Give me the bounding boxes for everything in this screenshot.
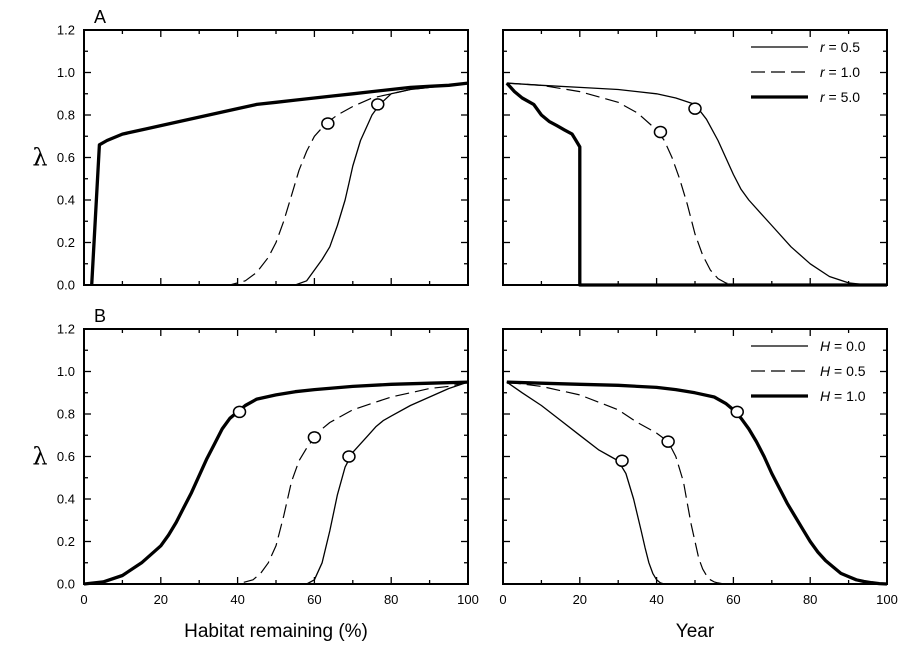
data-marker [232, 405, 247, 419]
legend-value: = 1.0 [825, 64, 861, 80]
legend-label: r = 5.0 [820, 89, 860, 105]
x-tick-label: 40 [649, 592, 663, 607]
series-line-thin [84, 381, 468, 585]
y-tick-label: 1.0 [57, 65, 75, 80]
x-axis-label: Year [676, 621, 715, 642]
data-marker [615, 454, 629, 467]
legend: r = 0.5r = 1.0r = 5.0 [751, 39, 860, 105]
x-tick-label: 0 [499, 592, 506, 607]
y-tick-label: 0.8 [57, 407, 75, 422]
y-tick-label: 0.6 [57, 449, 75, 464]
legend-value: = 0.0 [830, 338, 866, 354]
x-tick-label: 60 [726, 592, 740, 607]
y-axis-label: λ [32, 144, 47, 172]
data-marker [321, 117, 335, 130]
series-line-thin [506, 381, 887, 585]
data-marker [342, 450, 356, 463]
legend-variable: H [820, 338, 831, 354]
panel-label: B [94, 306, 106, 326]
series-line-thick [84, 380, 468, 586]
panel-a-right: r = 0.5r = 1.0r = 5.0 [502, 29, 888, 287]
series-line-thin [84, 82, 468, 286]
x-tick-label: 80 [384, 592, 398, 607]
legend-label: r = 1.0 [820, 64, 860, 80]
legend-value: = 5.0 [825, 89, 861, 105]
legend-value: = 1.0 [830, 388, 866, 404]
data-marker [688, 102, 702, 115]
x-tick-label: 80 [803, 592, 817, 607]
x-tick-label: 40 [230, 592, 244, 607]
legend-variable: r [820, 89, 826, 105]
series-line-dashed [84, 82, 468, 286]
y-tick-label: 0.8 [57, 108, 75, 123]
y-tick-label: 0.4 [57, 492, 75, 507]
series-line-thick [90, 81, 468, 286]
y-tick-label: 0.6 [57, 150, 75, 165]
data-marker [307, 431, 322, 444]
y-axis-label: λ [32, 443, 47, 471]
data-marker [653, 125, 668, 139]
y-tick-label: 1.2 [57, 23, 75, 38]
legend: H = 0.0H = 0.5H = 1.0 [751, 338, 866, 404]
legend-variable: r [820, 64, 826, 80]
y-tick-label: 0.0 [57, 278, 75, 293]
y-tick-label: 1.2 [57, 322, 75, 337]
x-tick-label: 100 [457, 592, 479, 607]
panel-b: 0.0 0.2 0.4 0.6 0.8 1.0 1.2 0 20 40 60 80 100 λ Habita… [32, 306, 478, 642]
series-line-thick [506, 380, 887, 586]
data-marker [661, 435, 675, 448]
legend-variable: r [820, 39, 826, 55]
y-tick-label: 0.0 [57, 577, 75, 592]
y-tick-label: 0.2 [57, 534, 75, 549]
y-tick-label: 0.4 [57, 193, 75, 208]
series-line-thin [506, 82, 887, 286]
legend-label: H = 0.0 [820, 338, 866, 354]
x-tick-label: 20 [573, 592, 587, 607]
series-line-dashed [506, 381, 887, 585]
x-tick-label: 60 [307, 592, 321, 607]
x-tick-label: 100 [876, 592, 898, 607]
axes-frame [83, 29, 469, 286]
legend-label: H = 0.5 [820, 363, 866, 379]
series-line-dashed [84, 381, 468, 585]
panel-label: A [94, 7, 106, 27]
x-axis-label: Habitat remaining (%) [184, 621, 368, 642]
legend-variable: H [820, 388, 831, 404]
legend-label: H = 1.0 [820, 388, 866, 404]
y-tick-label: 1.0 [57, 364, 75, 379]
x-tick-label: 0 [80, 592, 87, 607]
data-marker [371, 98, 385, 111]
legend-label: r = 0.5 [820, 39, 860, 55]
series-line-thick [505, 81, 887, 287]
x-tick-label: 20 [154, 592, 168, 607]
legend-value: = 0.5 [830, 363, 866, 379]
series-line-dashed [506, 82, 887, 286]
legend-value: = 0.5 [825, 39, 861, 55]
legend-variable: H [820, 363, 831, 379]
data-marker [730, 405, 744, 419]
panel-a: 0.0 0.2 0.4 0.6 0.8 1.0 1.2 λ A [32, 7, 469, 293]
y-tick-label: 0.2 [57, 235, 75, 250]
